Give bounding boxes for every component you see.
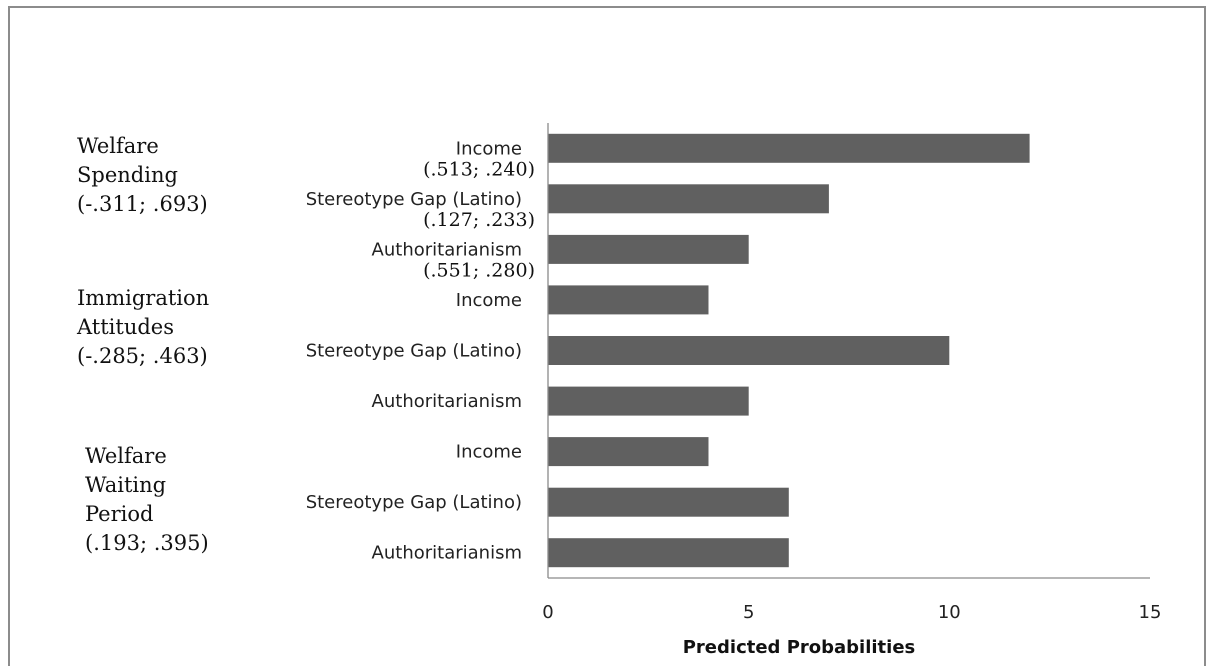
- bar-chart: Income Stereotype Gap (Latino) Authoritari…: [76, 123, 1161, 658]
- category-label: Income: [456, 290, 522, 311]
- category-labels: Income Stereotype Gap (Latino) Authoritari…: [306, 138, 522, 563]
- group-labels: Welfare Spending (-.311; .693) Immigration A…: [76, 134, 209, 555]
- category-label: Authoritarianism: [372, 543, 522, 564]
- x-tick-label: 0: [542, 602, 553, 623]
- annotations: (.513; .240) (.127; .233) (.551; .280): [423, 159, 535, 282]
- x-tick-label: 10: [938, 602, 961, 623]
- category-label: Stereotype Gap (Latino): [306, 341, 522, 362]
- bar-stereotype-gap-latino-g3: [548, 487, 789, 517]
- bar-stereotype-gap-latino-g1: [548, 184, 829, 214]
- category-label: Income: [456, 138, 522, 159]
- coefficient-annotation: (.551; .280): [423, 260, 535, 282]
- group-label-line: Welfare: [77, 134, 159, 158]
- group-label-line: (-.285; .463): [77, 344, 208, 368]
- bar-income-g1: [548, 133, 1030, 163]
- category-label: Stereotype Gap (Latino): [306, 189, 522, 210]
- bar-income-g3: [548, 437, 709, 467]
- bar-income-g2: [548, 285, 709, 315]
- x-tick-label: 15: [1139, 602, 1162, 623]
- category-label: Income: [456, 442, 522, 463]
- bar-stereotype-gap-latino-g2: [548, 336, 950, 365]
- bar-authoritarianism-g1: [548, 234, 749, 264]
- group-label-line: Immigration: [77, 286, 209, 310]
- chart-frame: Income Stereotype Gap (Latino) Authoritari…: [8, 6, 1206, 666]
- category-label: Authoritarianism: [372, 391, 522, 412]
- group-label-line: Waiting: [85, 473, 166, 497]
- coefficient-annotation: (.513; .240): [423, 159, 535, 181]
- group-label-line: Welfare: [85, 444, 167, 468]
- group-label-line: (.193; .395): [85, 531, 209, 555]
- group-label-line: Attitudes: [76, 315, 174, 339]
- category-label: Stereotype Gap (Latino): [306, 492, 522, 513]
- axes: [547, 123, 1150, 579]
- x-tick-label: 5: [743, 602, 754, 623]
- x-axis-title: Predicted Probabilities: [683, 637, 916, 658]
- group-label-line: (-.311; .693): [77, 192, 208, 216]
- x-tick-labels: 0 5 10 15: [542, 602, 1161, 623]
- bar-authoritarianism-g2: [548, 386, 749, 416]
- group-label-line: Period: [85, 502, 153, 526]
- coefficient-annotation: (.127; .233): [423, 209, 535, 231]
- bar-authoritarianism-g3: [548, 538, 789, 568]
- category-label: Authoritarianism: [372, 239, 522, 260]
- group-label-line: Spending: [77, 163, 178, 187]
- bars-layer: [548, 133, 1030, 568]
